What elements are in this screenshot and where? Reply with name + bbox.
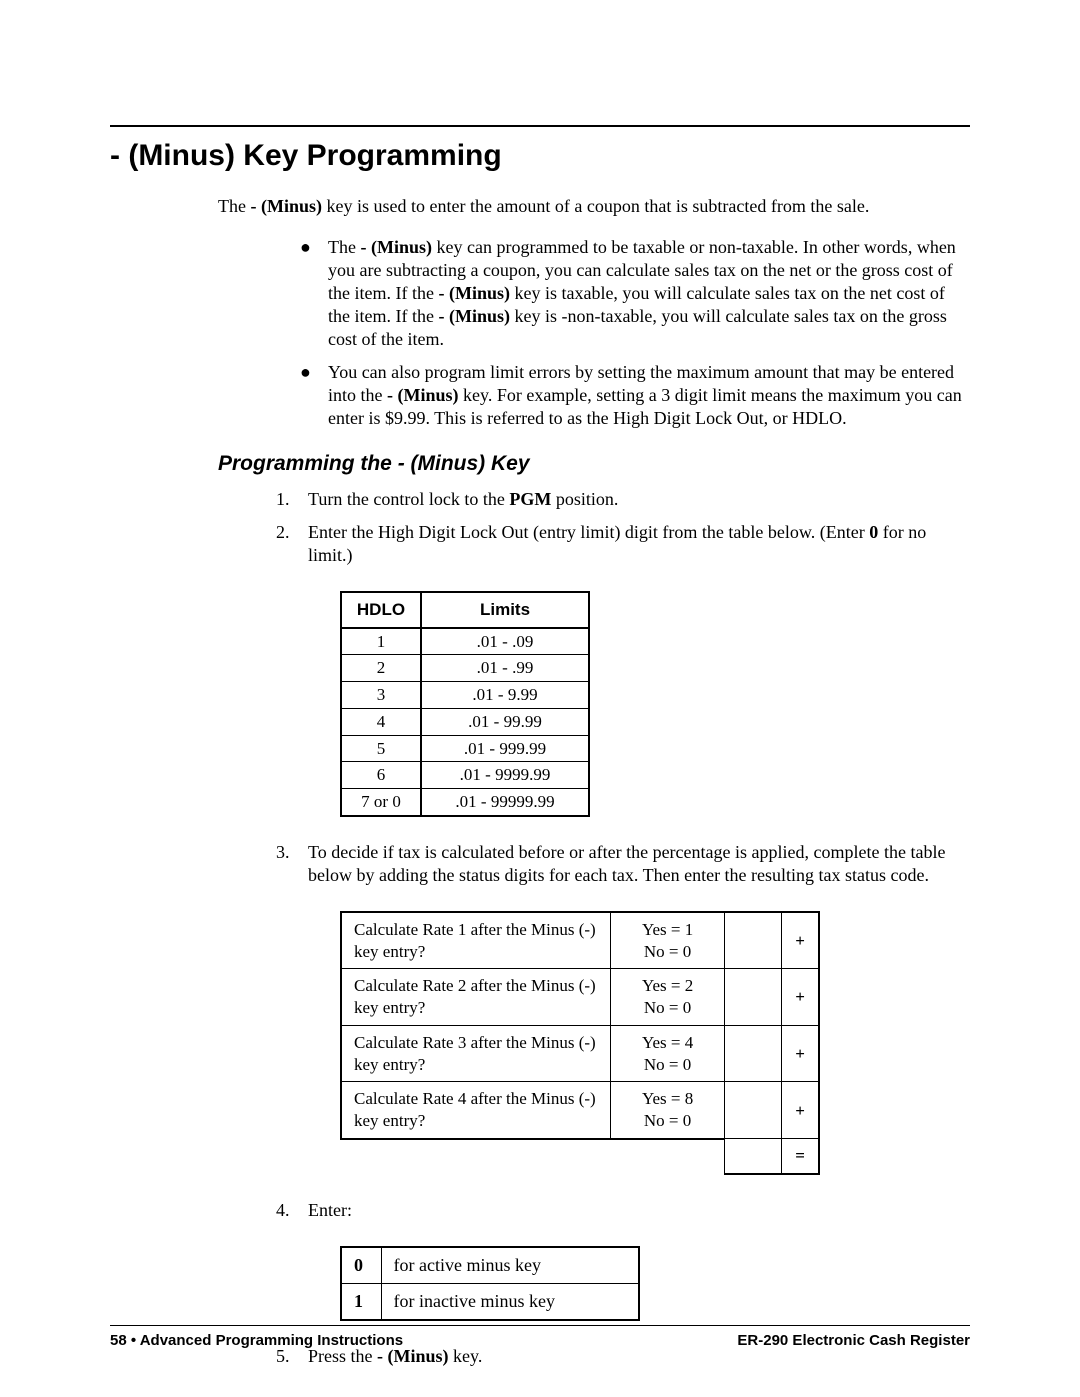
active-cell: for active minus key bbox=[381, 1247, 639, 1284]
hdlo-cell: 2 bbox=[341, 655, 421, 682]
tax-cell: Calculate Rate 4 after the Minus (-) key… bbox=[341, 1082, 611, 1139]
tax-cell bbox=[341, 1139, 725, 1174]
bullet-item: ● You can also program limit errors by s… bbox=[300, 361, 970, 430]
tax-cell: Calculate Rate 3 after the Minus (-) key… bbox=[341, 1025, 611, 1082]
tax-cell: Calculate Rate 1 after the Minus (-) key… bbox=[341, 912, 611, 969]
hdlo-cell: 1 bbox=[341, 628, 421, 655]
hdlo-cell: .01 - 9999.99 bbox=[421, 762, 589, 789]
footer-right: ER-290 Electronic Cash Register bbox=[737, 1332, 970, 1349]
step-table-wrap: Calculate Rate 1 after the Minus (-) key… bbox=[276, 897, 970, 1189]
hdlo-cell: 5 bbox=[341, 735, 421, 762]
footer-section: Advanced Programming Instructions bbox=[140, 1332, 403, 1349]
step-body: Enter: bbox=[308, 1199, 970, 1222]
active-cell: for inactive minus key bbox=[381, 1284, 639, 1321]
tax-cell: + bbox=[782, 1025, 819, 1082]
tax-cell: = bbox=[782, 1139, 819, 1174]
step-number: 2. bbox=[276, 521, 308, 567]
step-body: Enter the High Digit Lock Out (entry lim… bbox=[308, 521, 970, 567]
bullet-icon: ● bbox=[300, 361, 328, 430]
ordered-steps: 1. Turn the control lock to the PGM posi… bbox=[276, 488, 970, 1369]
tax-cell bbox=[725, 912, 782, 969]
intro-paragraph: The - (Minus) key is used to enter the a… bbox=[218, 195, 970, 218]
tax-cell: Yes = 8No = 0 bbox=[611, 1082, 725, 1139]
tax-cell: + bbox=[782, 969, 819, 1026]
footer-left: 58 • Advanced Programming Instructions bbox=[110, 1332, 403, 1349]
hdlo-cell: .01 - .09 bbox=[421, 628, 589, 655]
footer-page-number: 58 bbox=[110, 1332, 127, 1349]
hdlo-header: Limits bbox=[421, 592, 589, 628]
document-page: - (Minus) Key Programming The - (Minus) … bbox=[0, 0, 1080, 1397]
tax-cell bbox=[725, 1025, 782, 1082]
tax-cell: + bbox=[782, 1082, 819, 1139]
active-key-table: 0for active minus key1for inactive minus… bbox=[340, 1246, 640, 1321]
footer-sep: • bbox=[127, 1332, 140, 1349]
page-title: - (Minus) Key Programming bbox=[110, 139, 970, 173]
section-subhead: Programming the - (Minus) Key bbox=[218, 452, 970, 476]
bullet-text: You can also program limit errors by set… bbox=[328, 361, 970, 430]
bullet-icon: ● bbox=[300, 236, 328, 351]
page-footer: 58 • Advanced Programming Instructions E… bbox=[110, 1325, 970, 1349]
tax-status-table: Calculate Rate 1 after the Minus (-) key… bbox=[340, 911, 820, 1175]
hdlo-cell: .01 - 99999.99 bbox=[421, 789, 589, 816]
step-item: 3. To decide if tax is calculated before… bbox=[276, 841, 970, 887]
tax-cell: + bbox=[782, 912, 819, 969]
hdlo-cell: 3 bbox=[341, 682, 421, 709]
hdlo-cell: 7 or 0 bbox=[341, 789, 421, 816]
top-rule bbox=[110, 125, 970, 127]
tax-cell bbox=[725, 969, 782, 1026]
intro-pre: The bbox=[218, 196, 250, 216]
step-number: 3. bbox=[276, 841, 308, 887]
hdlo-cell: 4 bbox=[341, 708, 421, 735]
tax-cell bbox=[725, 1139, 782, 1174]
tax-cell bbox=[725, 1082, 782, 1139]
step-item: 4. Enter: bbox=[276, 1199, 970, 1222]
footer-rule bbox=[110, 1325, 970, 1326]
intro-post: key is used to enter the amount of a cou… bbox=[322, 196, 869, 216]
bullet-list: ● The - (Minus) key can programmed to be… bbox=[218, 236, 970, 430]
bullet-item: ● The - (Minus) key can programmed to be… bbox=[300, 236, 970, 351]
hdlo-cell: .01 - .99 bbox=[421, 655, 589, 682]
hdlo-table: HDLOLimits1.01 - .092.01 - .993.01 - 9.9… bbox=[340, 591, 590, 817]
step-item: 1. Turn the control lock to the PGM posi… bbox=[276, 488, 970, 511]
step-body: Turn the control lock to the PGM positio… bbox=[308, 488, 970, 511]
intro-key: - (Minus) bbox=[250, 196, 322, 216]
tax-cell: Yes = 1No = 0 bbox=[611, 912, 725, 969]
step-number: 1. bbox=[276, 488, 308, 511]
hdlo-cell: .01 - 999.99 bbox=[421, 735, 589, 762]
hdlo-cell: 6 bbox=[341, 762, 421, 789]
step-table-wrap: 0for active minus key1for inactive minus… bbox=[276, 1232, 970, 1335]
step-number: 4. bbox=[276, 1199, 308, 1222]
step-body: To decide if tax is calculated before or… bbox=[308, 841, 970, 887]
step-item: 2. Enter the High Digit Lock Out (entry … bbox=[276, 521, 970, 567]
tax-cell: Calculate Rate 2 after the Minus (-) key… bbox=[341, 969, 611, 1026]
hdlo-header: HDLO bbox=[341, 592, 421, 628]
hdlo-cell: .01 - 9.99 bbox=[421, 682, 589, 709]
tax-cell: Yes = 2No = 0 bbox=[611, 969, 725, 1026]
active-cell: 1 bbox=[341, 1284, 381, 1321]
hdlo-cell: .01 - 99.99 bbox=[421, 708, 589, 735]
bullet-text: The - (Minus) key can programmed to be t… bbox=[328, 236, 970, 351]
active-cell: 0 bbox=[341, 1247, 381, 1284]
step-table-wrap: HDLOLimits1.01 - .092.01 - .993.01 - 9.9… bbox=[276, 577, 970, 831]
tax-cell: Yes = 4No = 0 bbox=[611, 1025, 725, 1082]
